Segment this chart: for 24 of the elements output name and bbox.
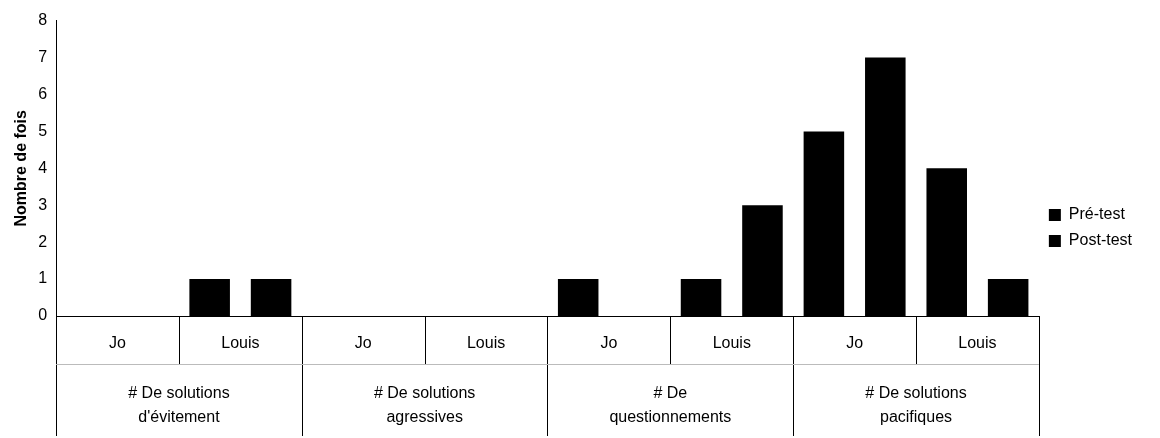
y-tick-label: 3 xyxy=(38,195,48,213)
x-tick-label: Louis xyxy=(466,334,506,352)
y-tick-label: 0 xyxy=(38,306,48,324)
legend-label: Post-test xyxy=(1068,231,1133,249)
x-tick-label: Jo xyxy=(846,334,864,352)
y-tick-label: 6 xyxy=(38,84,48,102)
y-tick-label: 1 xyxy=(38,269,48,287)
x-tick-label: Louis xyxy=(221,334,260,352)
y-tick-label: 2 xyxy=(38,232,48,250)
x-tick-label: Louis xyxy=(958,334,997,352)
text: # De solutions agressives xyxy=(373,384,476,426)
text: # De solutions pacifiques xyxy=(865,384,967,426)
text: # De questionnements xyxy=(609,384,732,426)
legend-label: Pré-test xyxy=(1068,205,1126,223)
text: # De solutions d'évitement xyxy=(128,384,230,426)
x-tick-label: Jo xyxy=(600,334,618,352)
x-tick-label: Louis xyxy=(712,334,751,352)
y-tick-label: 4 xyxy=(38,158,48,176)
y-axis-title: Nombre de fois xyxy=(12,109,30,227)
y-tick-label: 5 xyxy=(38,121,48,139)
x-tick-label: Jo xyxy=(354,334,372,352)
y-tick-label: 8 xyxy=(38,11,48,29)
y-tick-label: 7 xyxy=(38,47,48,65)
x-tick-label: Jo xyxy=(109,334,127,352)
